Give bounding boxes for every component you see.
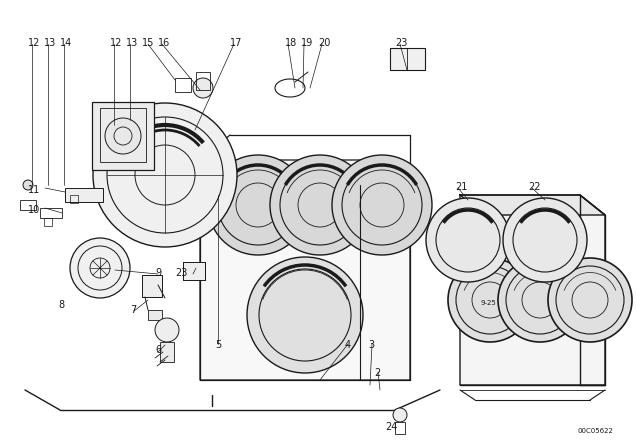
Polygon shape [460, 195, 605, 385]
Circle shape [498, 258, 582, 342]
Bar [142, 275, 162, 297]
Text: 15: 15 [142, 38, 154, 48]
Bar [196, 72, 210, 90]
Text: 2: 2 [374, 368, 380, 378]
Circle shape [93, 103, 237, 247]
Text: 6: 6 [155, 345, 161, 355]
Circle shape [448, 258, 532, 342]
Circle shape [270, 155, 370, 255]
Bar [100, 108, 146, 162]
Text: 14: 14 [60, 38, 72, 48]
Text: 24: 24 [385, 422, 397, 432]
Bar [40, 208, 62, 218]
Text: 23: 23 [395, 38, 408, 48]
Bar [395, 422, 405, 434]
Text: 21: 21 [455, 182, 467, 192]
Text: 12: 12 [110, 38, 122, 48]
Text: 20: 20 [318, 38, 330, 48]
Text: 22: 22 [528, 182, 541, 192]
Text: 17: 17 [230, 38, 243, 48]
Circle shape [208, 155, 308, 255]
Circle shape [155, 318, 179, 342]
Circle shape [23, 180, 33, 190]
Text: 16: 16 [158, 38, 170, 48]
Bar [160, 342, 174, 362]
Bar [175, 78, 191, 92]
Text: 5: 5 [215, 340, 221, 350]
Circle shape [332, 155, 432, 255]
Text: 18: 18 [285, 38, 297, 48]
Bar [65, 188, 103, 202]
Text: 7: 7 [130, 305, 136, 315]
Circle shape [70, 238, 130, 298]
Bar [92, 102, 154, 170]
Polygon shape [200, 160, 410, 380]
Text: 3: 3 [368, 340, 374, 350]
Text: 4: 4 [345, 340, 351, 350]
Text: 13: 13 [126, 38, 138, 48]
Text: 9-25: 9-25 [480, 300, 496, 306]
Text: 11: 11 [28, 185, 40, 195]
Text: 9: 9 [155, 268, 161, 278]
Text: 13: 13 [44, 38, 56, 48]
Circle shape [503, 198, 587, 282]
Bar [44, 218, 52, 226]
Circle shape [393, 408, 407, 422]
Polygon shape [460, 195, 605, 215]
Text: 10: 10 [28, 205, 40, 215]
Circle shape [105, 118, 141, 154]
Circle shape [548, 258, 632, 342]
Bar [390, 48, 425, 70]
Bar [148, 310, 162, 320]
Bar [183, 262, 205, 280]
Text: 00C05622: 00C05622 [578, 428, 614, 434]
Circle shape [426, 198, 510, 282]
Text: 8: 8 [58, 300, 64, 310]
Bar [70, 195, 78, 203]
Circle shape [247, 257, 363, 373]
Text: 19: 19 [301, 38, 313, 48]
Circle shape [193, 78, 213, 98]
Text: 23: 23 [175, 268, 188, 278]
Text: 12: 12 [28, 38, 40, 48]
Bar [20, 200, 36, 210]
